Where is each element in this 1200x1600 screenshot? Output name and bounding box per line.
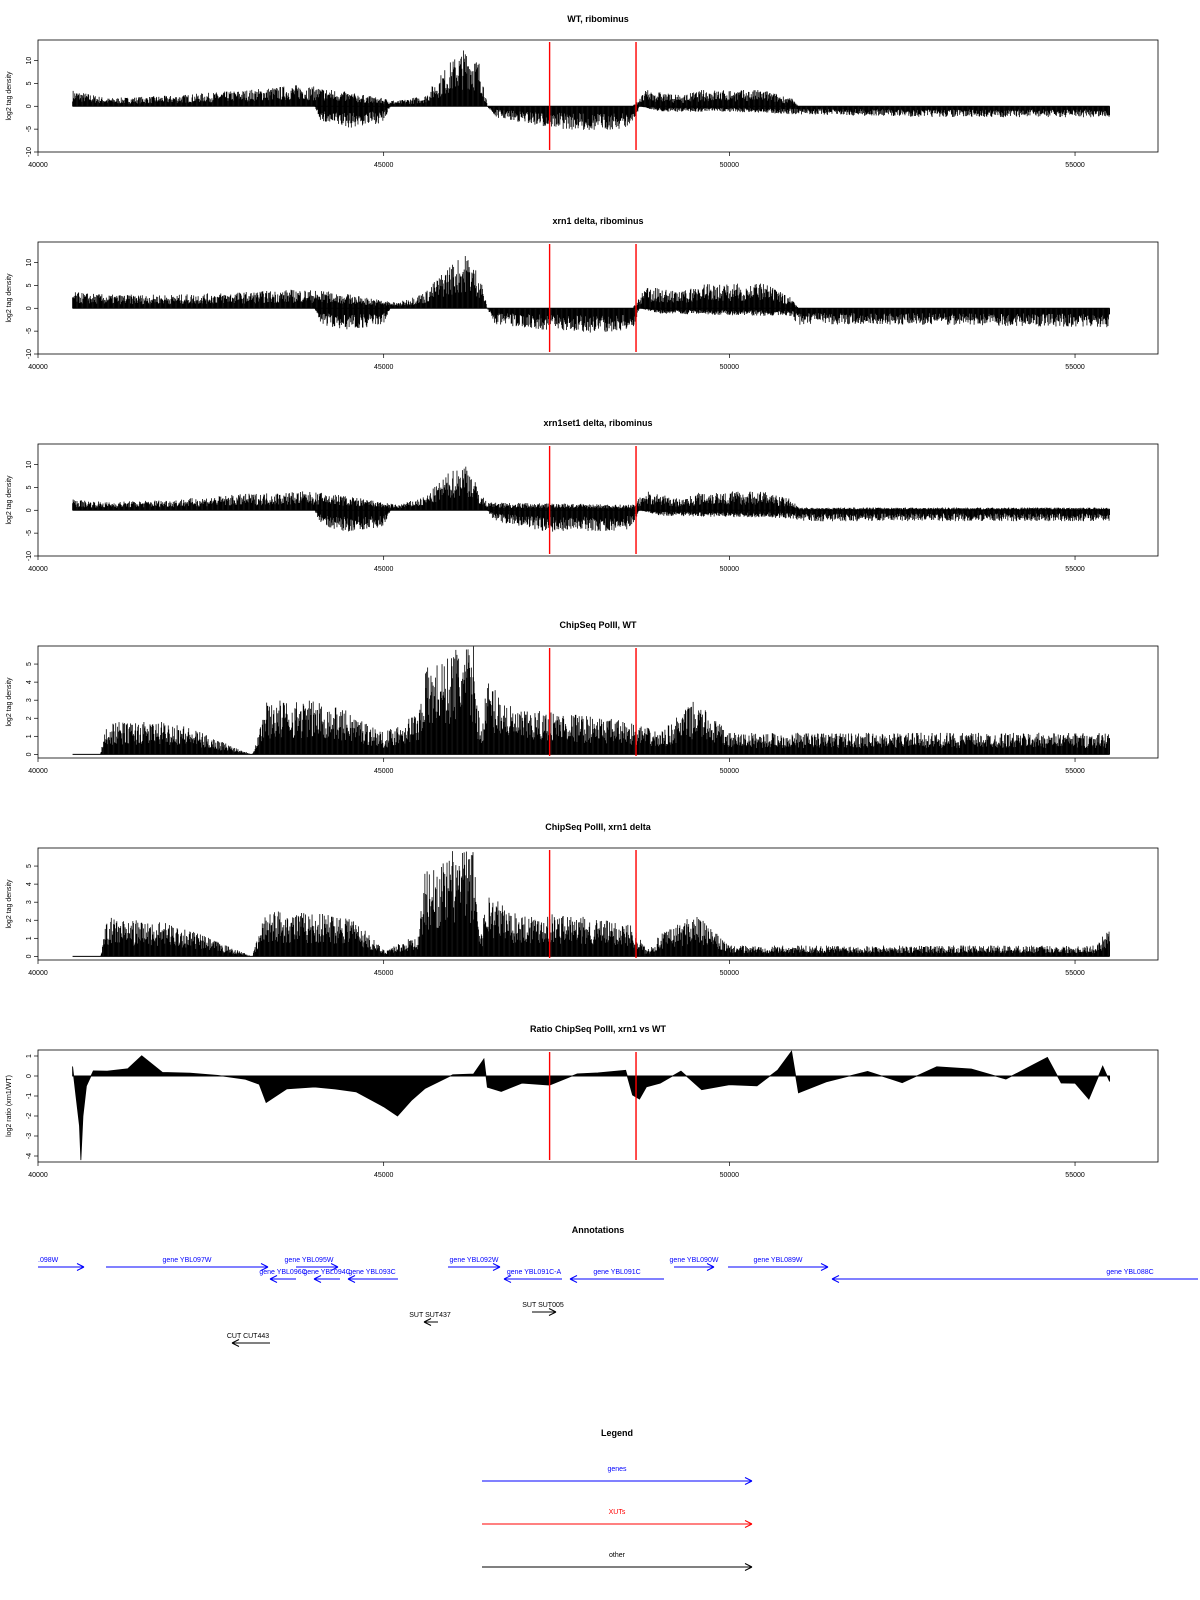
data-series <box>72 256 1111 333</box>
y-tick-label: 10 <box>26 461 33 469</box>
y-tick-label: -5 <box>26 530 33 536</box>
x-tick-label: 45000 <box>374 364 394 371</box>
data-series <box>72 466 1111 532</box>
x-tick-label: 40000 <box>28 566 48 573</box>
plot-frame <box>37 241 1159 355</box>
x-tick-label: 50000 <box>720 364 740 371</box>
y-tick-label: -5 <box>26 126 33 132</box>
y-tick-label: 5 <box>26 485 33 489</box>
x-tick-label: 45000 <box>374 566 394 573</box>
y-tick-label: -10 <box>26 551 33 561</box>
x-tick-label: 55000 <box>1065 364 1085 371</box>
y-tick-label: 0 <box>26 306 33 310</box>
y-axis-label: log2 tag density <box>6 273 13 323</box>
y-tick-label: 0 <box>26 508 33 512</box>
y-axis-label: log2 tag density <box>6 71 13 121</box>
y-tick-label: 5 <box>26 81 33 85</box>
data-series <box>72 50 1111 130</box>
y-tick-label: 10 <box>26 259 33 267</box>
x-tick-label: 45000 <box>374 162 394 169</box>
y-tick-label: 10 <box>26 57 33 65</box>
x-tick-label: 50000 <box>720 162 740 169</box>
y-tick-label: 5 <box>26 283 33 287</box>
chart-title: xrn1 delta, ribominus <box>552 216 643 226</box>
plot-frame <box>37 39 1159 153</box>
y-tick-label: -5 <box>26 328 33 334</box>
y-tick-label: -10 <box>26 147 33 157</box>
chart-title: xrn1set1 delta, ribominus <box>543 418 652 428</box>
chart-panel-3: xrn1set1 delta, ribominus log2 tag densit… <box>6 418 1159 573</box>
x-tick-label: 55000 <box>1065 566 1085 573</box>
x-tick-label: 55000 <box>1065 162 1085 169</box>
x-tick-label: 40000 <box>28 162 48 169</box>
y-tick-label: 0 <box>26 104 33 108</box>
y-axis-label: log2 tag density <box>6 475 13 525</box>
chart-panel-2: xrn1 delta, ribominus log2 tag density -10… <box>6 216 1159 371</box>
chart-panel-1: WT, ribominus log2 tag density -10 -5 0 5 10 40… <box>6 14 1159 169</box>
x-tick-label: 50000 <box>720 566 740 573</box>
x-tick-label: 40000 <box>28 364 48 371</box>
y-tick-label: -10 <box>26 349 33 359</box>
chart-title: WT, ribominus <box>567 14 629 24</box>
